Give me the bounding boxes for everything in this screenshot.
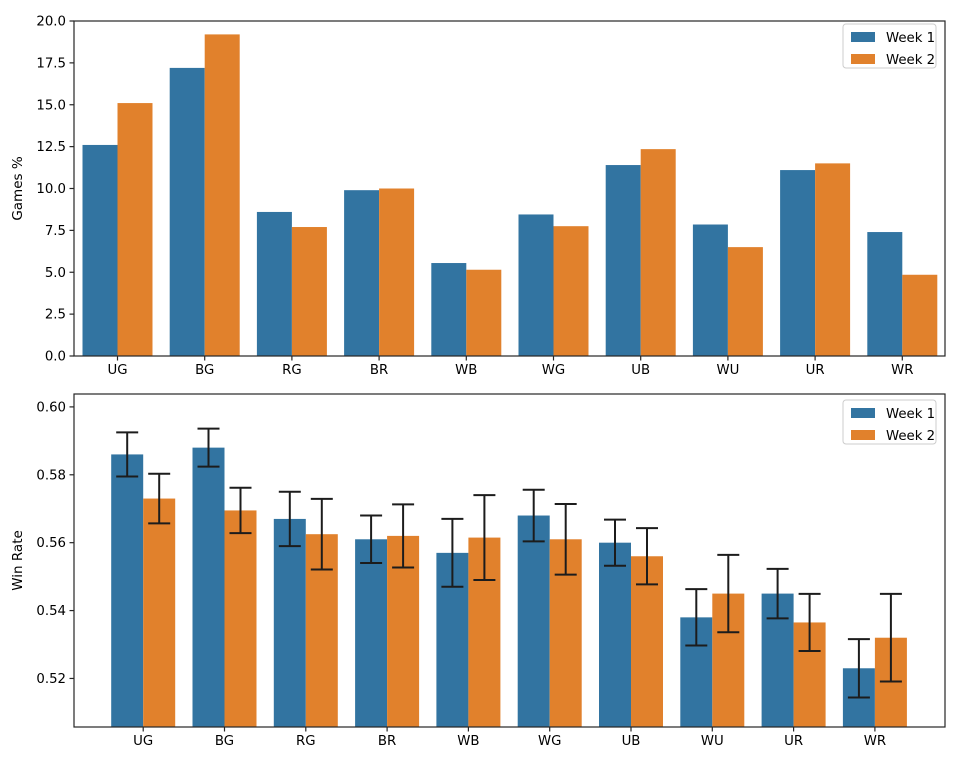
y-tick-label: 0.52	[36, 672, 66, 687]
axes-frame	[73, 393, 946, 728]
bar-week1-UB	[599, 542, 631, 727]
y-tick-label: 0.56	[36, 536, 66, 551]
error-bar-week1-UR	[766, 567, 789, 620]
x-tick-label: UG	[107, 363, 127, 378]
x-tick-label: WU	[701, 734, 724, 749]
error-bar-week2-WB	[473, 494, 496, 582]
y-axis-label: Games %	[10, 156, 26, 221]
error-bar-week2-WR	[879, 592, 902, 683]
bar-week1-BR	[344, 190, 380, 356]
bar-week1-WB	[431, 263, 467, 356]
error-bar-week1-BG	[197, 427, 220, 468]
bar-week1-UB	[605, 165, 641, 356]
bar-week2-UR	[815, 163, 851, 356]
bar-week2-UG	[143, 498, 176, 727]
error-bar-week1-UB	[604, 518, 626, 567]
y-tick-label: 0.58	[36, 468, 66, 483]
x-tick-label: WB	[455, 363, 477, 378]
error-bar-week1-WB	[441, 517, 464, 588]
legend: Week 1 Week 2	[842, 23, 937, 69]
x-tick-label: BG	[215, 734, 234, 749]
y-tick-label: 5.0	[45, 266, 66, 281]
legend-label-week1: Week 1	[886, 31, 935, 46]
x-tick-label: WR	[864, 734, 886, 749]
x-tick-label: UR	[806, 363, 825, 378]
y-tick-label: 12.5	[36, 140, 66, 155]
y-axis-label: Win Rate	[10, 530, 26, 591]
y-tick-label: 0.0	[45, 350, 66, 365]
bar-week2-RG	[291, 227, 327, 356]
bar-week1-UR	[780, 170, 816, 356]
legend-swatch-week2	[851, 430, 875, 440]
bar-week2-WR	[902, 274, 938, 356]
error-bar-week1-RG	[278, 490, 301, 548]
error-bar-week1-WG	[522, 488, 545, 543]
bar-week1-RG	[256, 211, 292, 356]
legend-label-week2: Week 2	[886, 53, 935, 68]
bar-week1-WR	[867, 232, 903, 356]
subplot-1: 0.0 2.5 5.0 7.5 10.0 12.5 15.0 17.5 20.0 UG BG RG BR…	[10, 15, 946, 378]
error-bar-week1-BR	[360, 514, 383, 565]
bar-week1-RG	[273, 518, 306, 727]
bar-week2-UB	[640, 149, 676, 356]
bar-week1-UG	[111, 454, 144, 727]
x-tick-label: BR	[378, 734, 396, 749]
error-bar-week2-WU	[717, 553, 740, 634]
x-tick-label: UG	[133, 734, 153, 749]
bar-week1-UG	[82, 144, 118, 356]
legend-label-week1: Week 1	[886, 407, 935, 422]
error-bar-week2-UG	[148, 472, 171, 525]
bar-week2-BG	[204, 34, 240, 357]
error-bar-week2-WG	[554, 502, 577, 576]
legend-swatch-week1	[851, 408, 875, 418]
x-tick-label: WG	[538, 734, 561, 749]
x-tick-label: UB	[622, 734, 641, 749]
error-bar-week2-BR	[392, 503, 415, 569]
x-tick-label: UR	[784, 734, 803, 749]
bar-week2-UG	[117, 103, 153, 356]
bar-week2-WB	[466, 269, 502, 356]
y-tick-label: 0.54	[36, 604, 66, 619]
error-bar-week2-RG	[310, 497, 333, 571]
error-bar-week2-UB	[636, 527, 658, 586]
error-bar-week1-UG	[116, 431, 139, 478]
x-tick-label: RG	[296, 734, 316, 749]
y-tick-label: 2.5	[45, 308, 66, 323]
x-tick-label: WB	[457, 734, 479, 749]
y-tick-label: 10.0	[36, 182, 66, 197]
bar-week1-WG	[518, 214, 554, 356]
error-bar-week2-BG	[229, 486, 252, 535]
bar-week1-WG	[517, 515, 550, 727]
legend-swatch-week1	[851, 32, 875, 42]
bar-week1-BR	[355, 539, 388, 727]
bar-week2-BR	[379, 188, 415, 356]
y-tick-label: 15.0	[36, 98, 66, 113]
bar-week1-WU	[692, 224, 728, 356]
y-tick-label: 20.0	[36, 15, 66, 30]
x-tick-label: WU	[716, 363, 739, 378]
y-tick-label: 0.60	[36, 400, 66, 415]
y-tick-label: 17.5	[36, 56, 66, 71]
legend-swatch-week2	[851, 54, 875, 64]
error-bar-week2-UR	[798, 592, 821, 652]
bar-week2-WG	[553, 226, 589, 356]
bar-week1-BG	[192, 447, 225, 727]
bar-week1-BG	[169, 67, 205, 357]
x-tick-label: WR	[891, 363, 913, 378]
legend-label-week2: Week 2	[886, 429, 935, 444]
x-tick-label: UB	[631, 363, 650, 378]
bar-week2-WU	[727, 247, 763, 356]
legend: Week 1 Week 2	[842, 399, 937, 445]
bar-week2-BG	[224, 510, 257, 727]
error-bar-week1-WR	[847, 638, 870, 699]
y-tick-label: 7.5	[45, 224, 66, 239]
x-tick-label: RG	[282, 363, 302, 378]
error-bar-week1-WU	[685, 588, 708, 647]
x-tick-label: BG	[195, 363, 214, 378]
subplot-2: 0.52 0.54 0.56 0.58 0.60 UG BG RG BR WB WG UB WU UR WR…	[10, 393, 946, 749]
x-tick-label: BR	[370, 363, 388, 378]
x-tick-label: WG	[542, 363, 565, 378]
